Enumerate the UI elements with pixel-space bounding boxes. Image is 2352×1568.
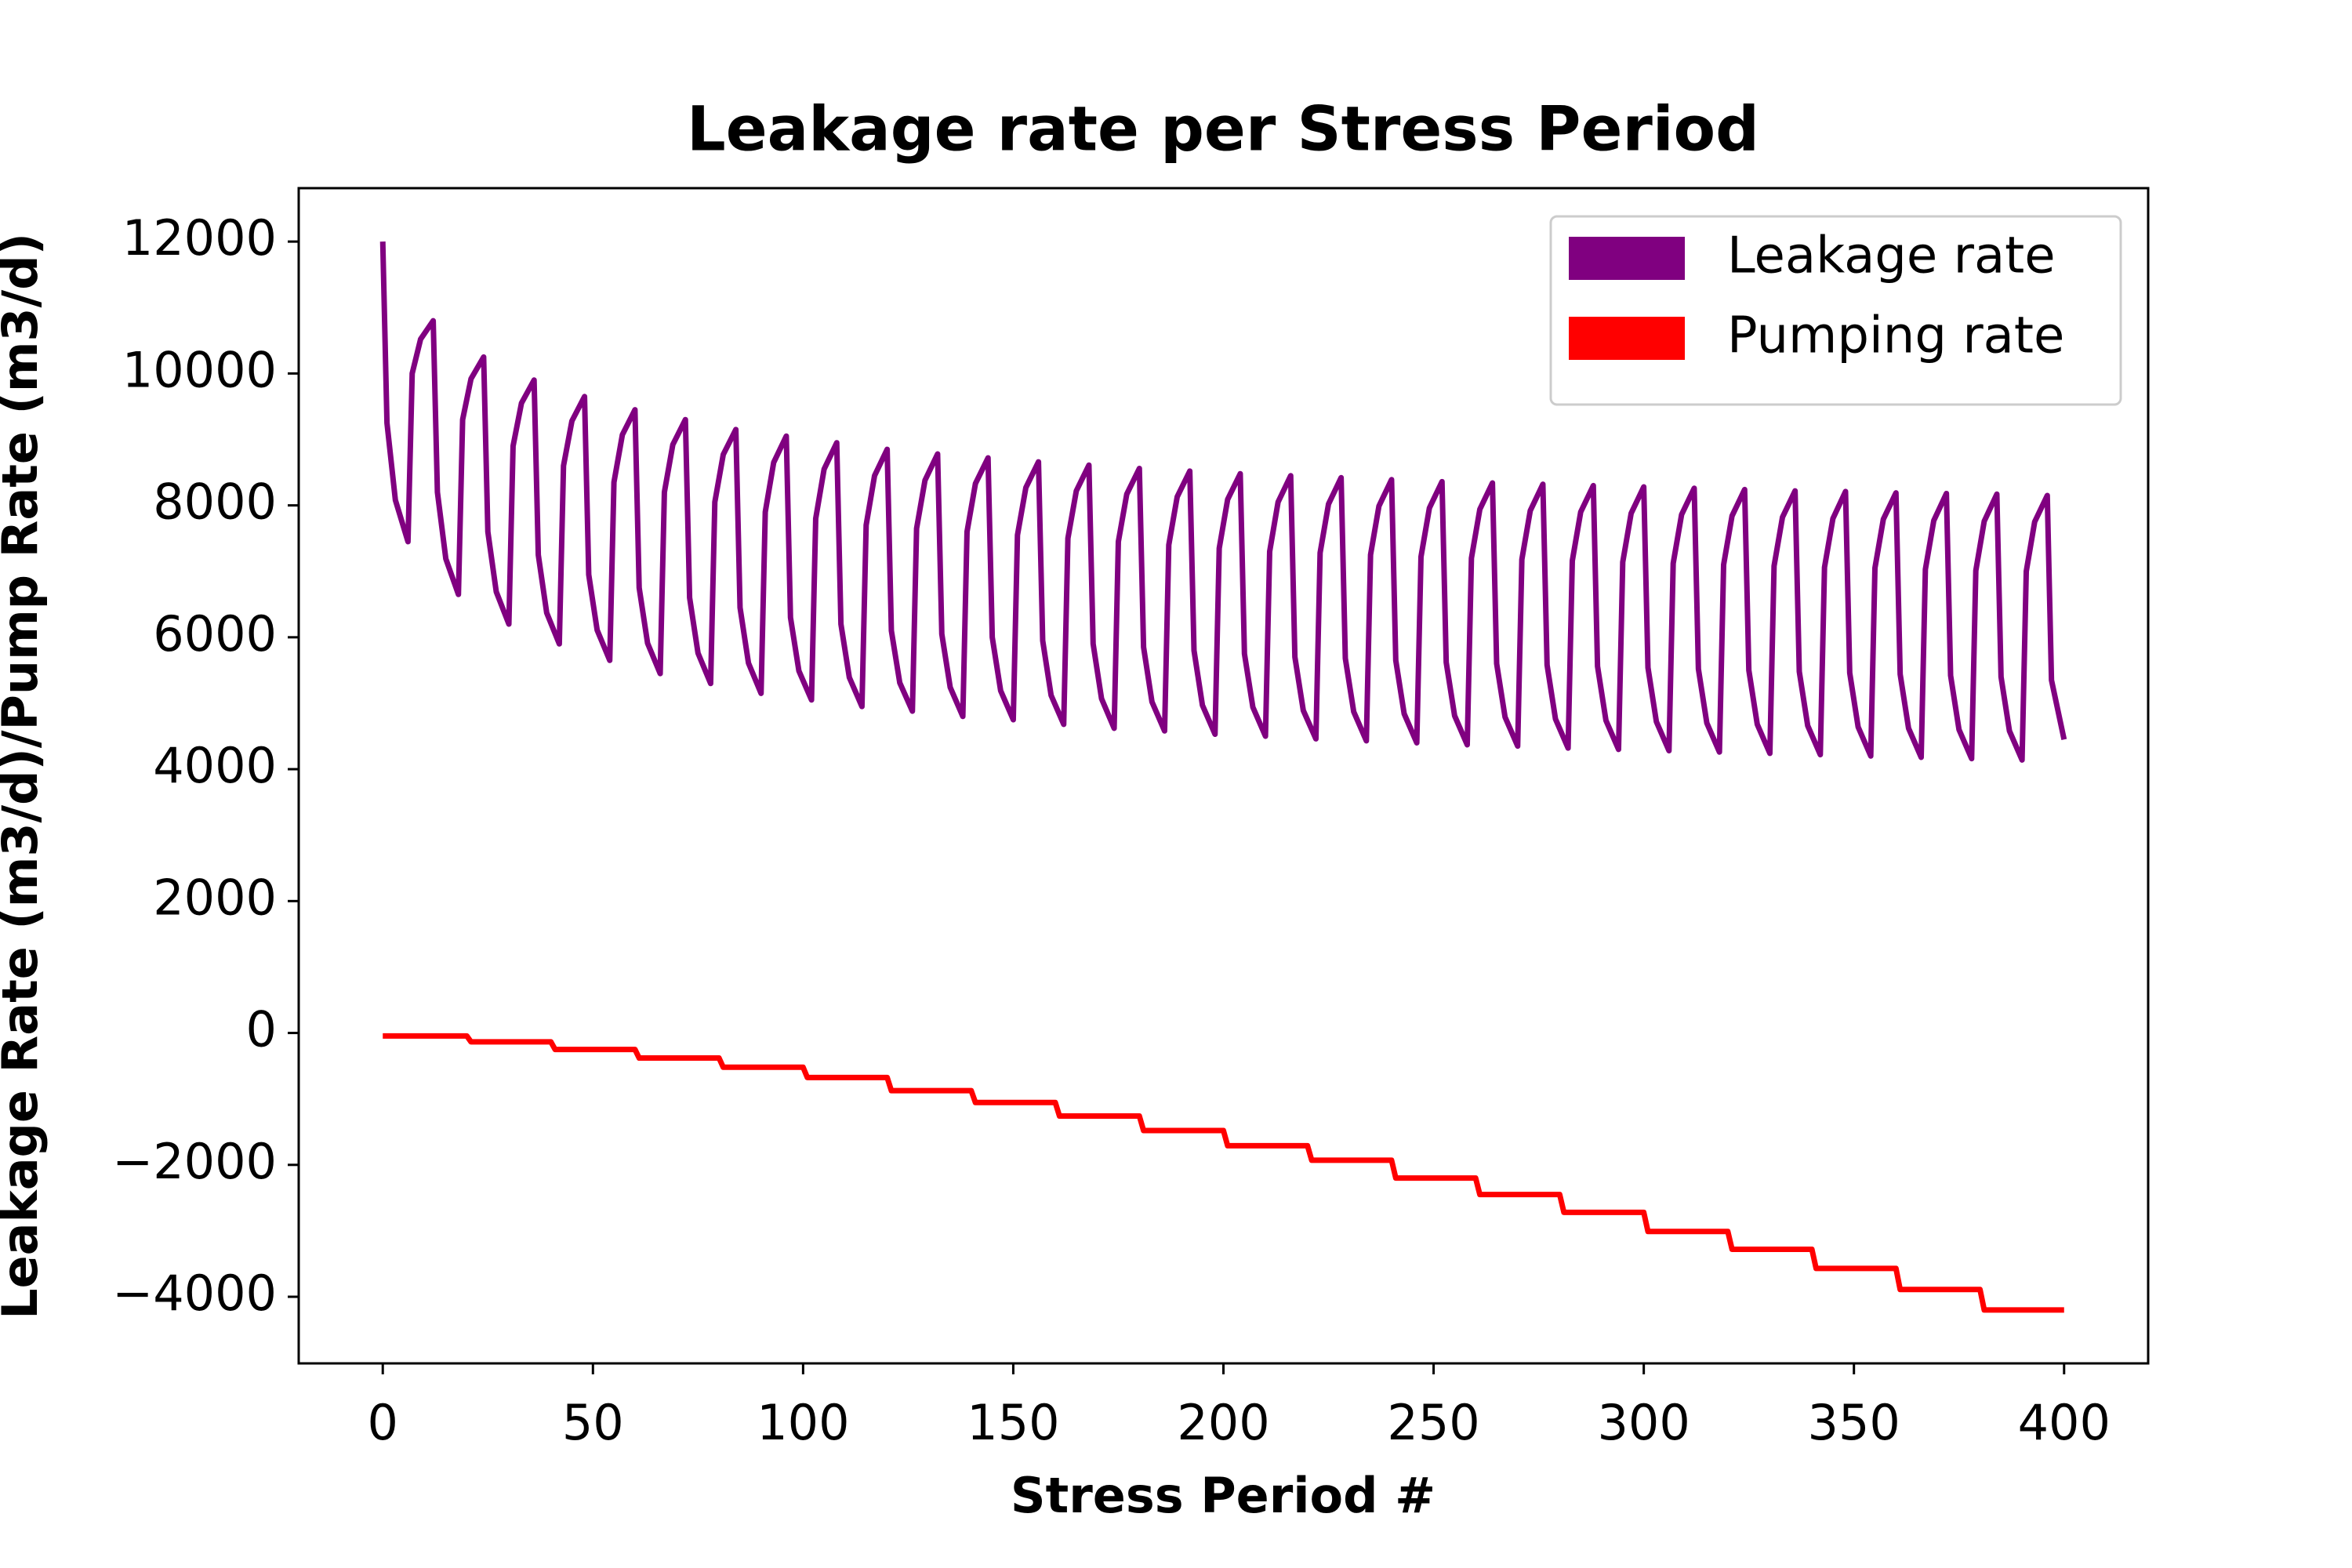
series-line: [383, 1033, 2064, 1313]
y-tick-label: 10000: [122, 341, 277, 398]
y-tick-label: 4000: [153, 737, 277, 794]
y-tick-label: 0: [246, 1001, 277, 1058]
x-tick-label: 400: [2018, 1394, 2111, 1451]
x-tick-label: 0: [368, 1394, 398, 1451]
x-tick-label: 200: [1177, 1394, 1269, 1451]
legend-swatch: [1569, 237, 1685, 280]
x-tick-label: 50: [562, 1394, 624, 1451]
y-tick-label: 2000: [153, 869, 277, 926]
x-tick-label: 350: [1808, 1394, 1900, 1451]
chart-title: Leakage rate per Stress Period: [687, 94, 1759, 165]
x-tick-label: 150: [967, 1394, 1059, 1451]
y-tick-label: 12000: [122, 209, 277, 267]
x-tick-label: 250: [1387, 1394, 1479, 1451]
legend-label: Leakage rate: [1727, 227, 2056, 285]
plot-frame: [297, 187, 2150, 1365]
y-tick-label: 8000: [153, 474, 277, 531]
y-axis-label: Leakage Rate (m3/d)/Pump Rate (m3/d): [0, 233, 49, 1319]
x-axis-label: Stress Period #: [1011, 1467, 1436, 1524]
legend-box: [1549, 215, 2122, 406]
legend-label: Pumping rate: [1727, 307, 2064, 365]
series-line: [379, 241, 2067, 763]
y-tick-label: −4000: [112, 1265, 277, 1322]
y-tick-label: 6000: [153, 605, 277, 662]
legend-swatch: [1569, 317, 1685, 360]
x-tick-label: 300: [1597, 1394, 1690, 1451]
y-tick-label: −2000: [112, 1133, 277, 1190]
x-tick-label: 100: [757, 1394, 849, 1451]
